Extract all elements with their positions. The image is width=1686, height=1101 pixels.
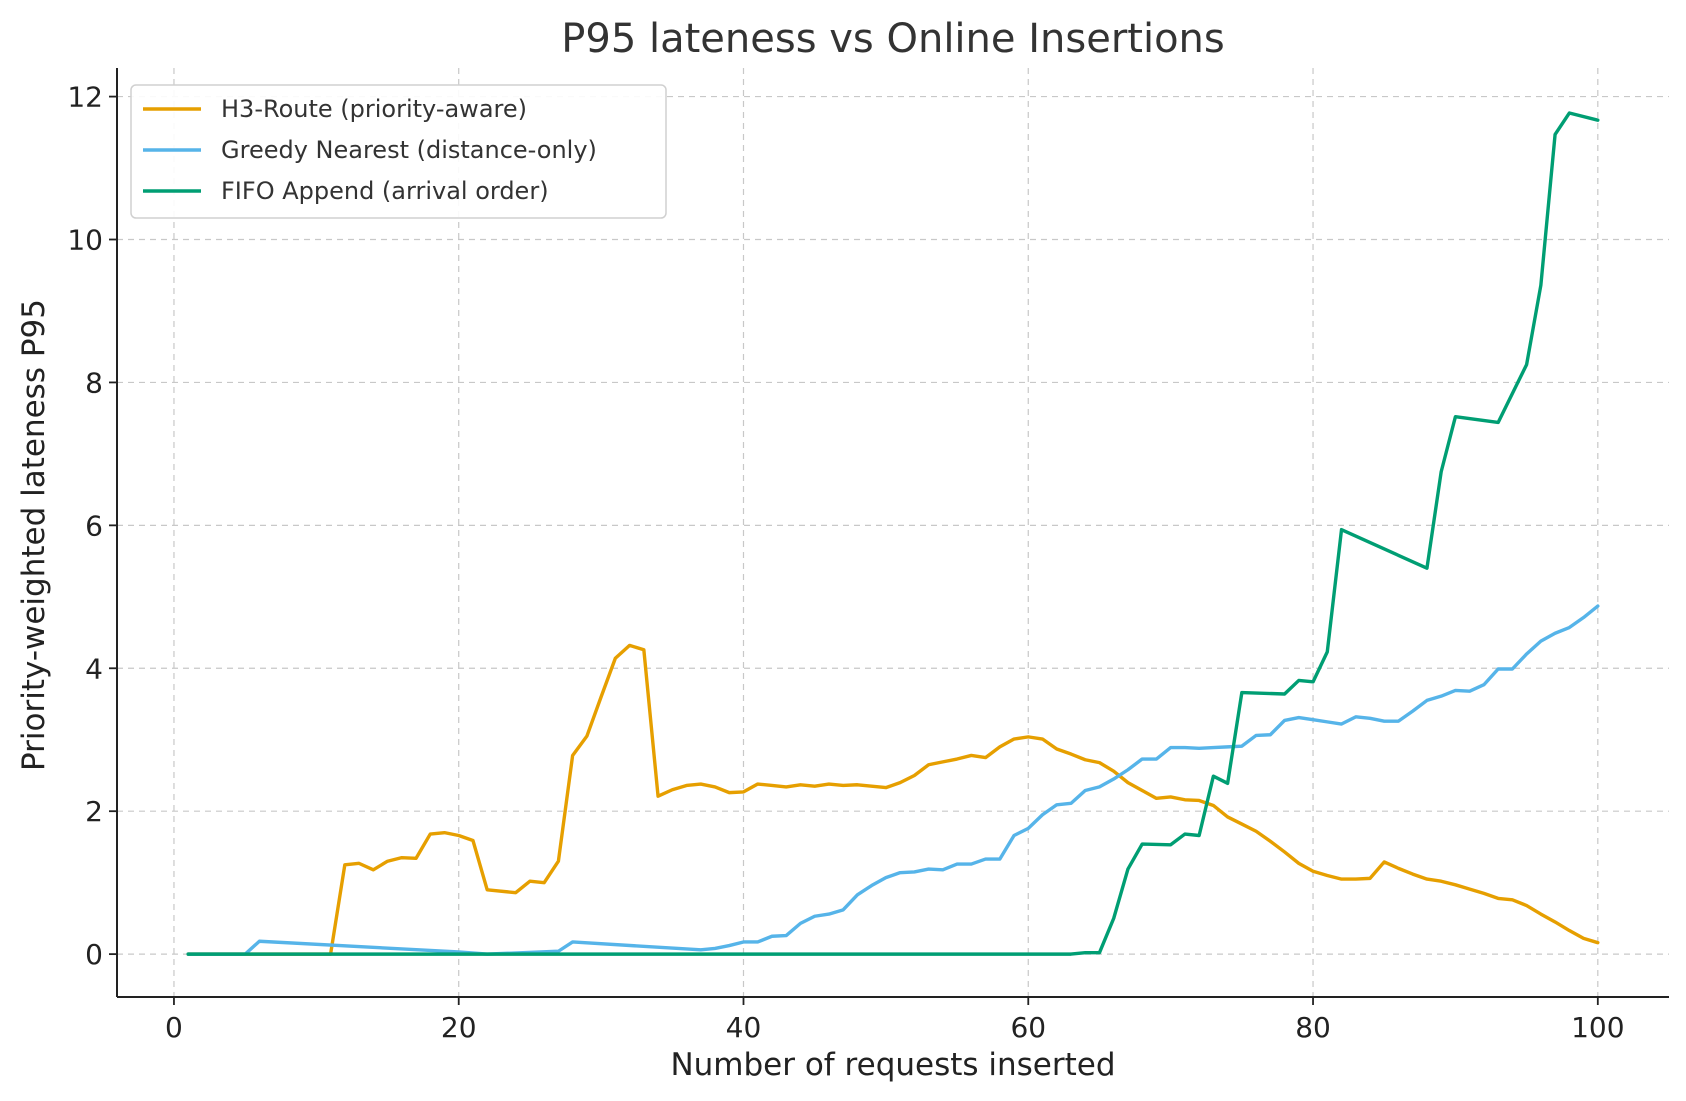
series-line-3 <box>186 111 1600 956</box>
y-tick-label: 2 <box>85 795 103 828</box>
legend-label-3: FIFO Append (arrival order) <box>221 177 549 205</box>
legend-box <box>130 84 667 219</box>
axes <box>109 68 1669 1005</box>
y-tick-label: 10 <box>67 224 103 257</box>
chart-title: P95 lateness vs Online Insertions <box>561 16 1224 62</box>
x-axis-label: Number of requests inserted <box>670 1047 1115 1083</box>
legend-label-1: H3-Route (priority-aware) <box>221 95 527 123</box>
series-lines <box>186 111 1600 956</box>
x-tick-label: 100 <box>1571 1011 1624 1044</box>
y-tick-label: 0 <box>85 938 103 971</box>
legend: H3-Route (priority-aware) Greedy Nearest … <box>130 84 667 219</box>
x-tick-label: 0 <box>165 1011 183 1044</box>
y-axis-label: Priority-weighted lateness P95 <box>16 299 52 771</box>
series-line-1 <box>186 643 1600 956</box>
legend-label-2: Greedy Nearest (distance-only) <box>221 136 597 164</box>
tick-labels: 0 20 40 60 80 100 0 2 4 6 8 10 12 <box>67 81 1624 1044</box>
y-tick-label: 12 <box>67 81 103 114</box>
x-tick-label: 60 <box>1010 1011 1046 1044</box>
x-tick-label: 20 <box>441 1011 477 1044</box>
x-tick-label: 80 <box>1295 1011 1331 1044</box>
y-tick-label: 6 <box>85 509 103 542</box>
series-line-2 <box>186 604 1600 956</box>
y-tick-label: 8 <box>85 366 103 399</box>
y-tick-label: 4 <box>85 652 103 685</box>
x-tick-label: 40 <box>726 1011 762 1044</box>
